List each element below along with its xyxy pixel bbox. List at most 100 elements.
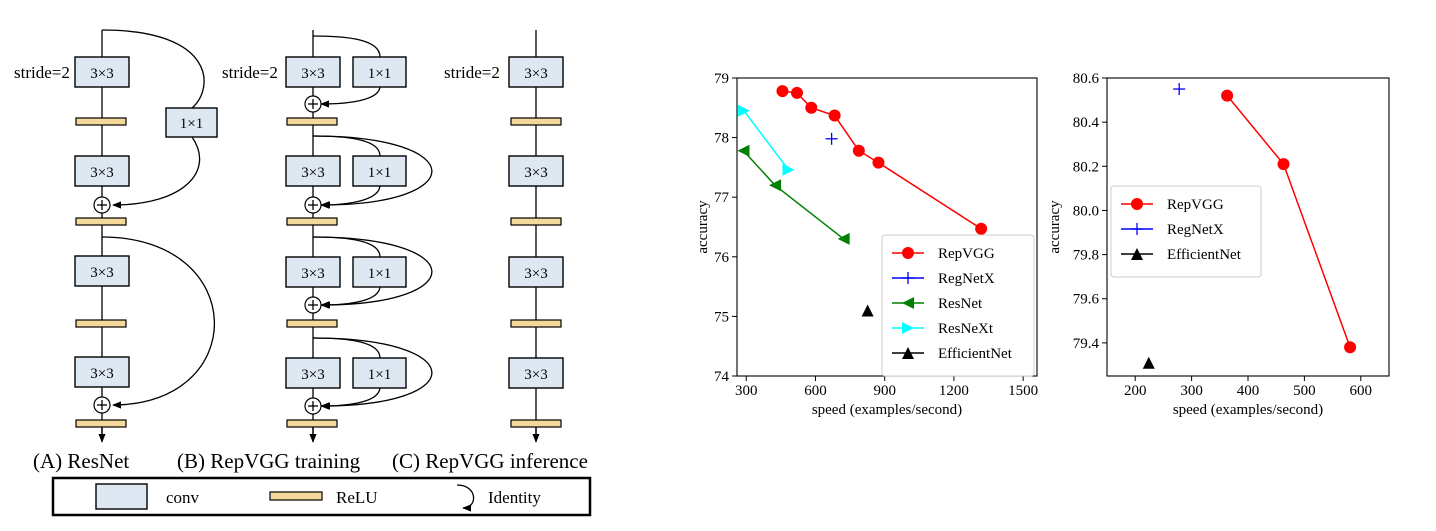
chart1-point-repvgg-4 [852, 144, 865, 157]
chart2-legend-marker-regnetx [1131, 223, 1143, 235]
panel-b-repvgg-training: stride=2 3×3 1×1 3×3 1×1 3×3 1×1 [177, 30, 433, 473]
shortcut-a1-bottom [112, 136, 201, 209]
conv-label-a3: 3×3 [90, 265, 113, 281]
branch-b1 [352, 56, 407, 88]
branch-label-b3: 1×1 [368, 266, 391, 282]
chart1-point-regnetx-0 [825, 132, 838, 145]
chart1-ytick-label-5: 79 [714, 71, 729, 87]
chart1-legend-label-repvgg: RepVGG [938, 246, 995, 262]
branch-label-a1: 1×1 [180, 116, 203, 132]
legend-identity-label: Identity [488, 488, 541, 507]
chart2-xtick-label-3: 500 [1293, 383, 1316, 399]
chart2-legend-label-repvgg: RepVGG [1167, 197, 1224, 213]
chart2-ytick-label-3: 80.0 [1073, 203, 1099, 219]
conv-label-b1: 3×3 [301, 66, 324, 82]
chart2-legend-marker-repvgg [1131, 198, 1143, 210]
chart1-series-repvgg [776, 85, 988, 235]
conv-label-c1: 3×3 [524, 66, 547, 82]
chart1-legend-label-efficientnet: EfficientNet [938, 346, 1013, 362]
chart1-point-efficientnet-0 [861, 304, 874, 317]
chart2-point-repvgg-2 [1344, 341, 1357, 354]
relu-c1 [510, 117, 562, 126]
panel-a-resnet: stride=2 3×3 1×1 3×3 3×3 3×3 (A) ResNet [14, 29, 218, 473]
chart1-point-resnext-0 [737, 104, 750, 117]
chart1-legend-marker-efficientnet [902, 347, 914, 359]
conv-label-a2: 3×3 [90, 165, 113, 181]
chart1-legend: RepVGG RegNetX ResNet ResNeXt EfficientNet [881, 234, 1035, 377]
chart1-xtick-label-1: 600 [804, 383, 827, 399]
legend-relu-label: ReLU [336, 488, 378, 507]
panel-a-title: (A) ResNet [33, 449, 129, 473]
chart2-point-efficientnet-0 [1142, 356, 1155, 369]
chart1-point-repvgg-2 [805, 101, 818, 114]
chart2-point-repvgg-1 [1277, 158, 1290, 171]
chart2-legend-entry-regnetx: RegNetX [1121, 222, 1224, 238]
relu-c3 [510, 319, 562, 328]
chart1-series-efficientnet [861, 304, 874, 317]
conv-label-a4: 3×3 [90, 366, 113, 382]
chart1-point-repvgg-5 [872, 156, 885, 169]
relu-c2 [510, 217, 562, 226]
chart-left: 300 600 900 1200 1500 74 75 76 77 78 79 speed (exam… [695, 71, 1038, 418]
conv-label-c3: 3×3 [524, 266, 547, 282]
conv-label-b3: 3×3 [301, 266, 324, 282]
chart1-ytick-label-2: 76 [714, 250, 730, 266]
relu-b4 [286, 419, 338, 428]
legend-conv-swatch [95, 483, 148, 510]
chart2-ytick-label-5: 80.4 [1073, 115, 1100, 131]
identity-b2 [312, 135, 433, 209]
chart1-ytick-label-1: 75 [714, 309, 729, 325]
conv-a4 [74, 356, 130, 388]
chart1-legend-label-regnetx: RegNetX [938, 271, 995, 287]
chart1-point-repvgg-6 [975, 222, 988, 235]
chart1-xlabel: speed (examples/second) [812, 402, 962, 418]
chart2-xtick-label-4: 600 [1350, 383, 1373, 399]
chart2-xtick-label-1: 300 [1180, 383, 1203, 399]
branch-b2 [352, 155, 407, 187]
conv-label-b2: 3×3 [301, 165, 324, 181]
panel-c-repvgg-inference: stride=2 3×3 3×3 3×3 3×3 (C) RepVGG infe… [392, 30, 588, 473]
branch-b3 [352, 256, 407, 288]
chart1-point-repvgg-3 [828, 109, 841, 122]
chart2-legend-label-regnetx: RegNetX [1167, 222, 1224, 238]
chart1-xtick-label-4: 1500 [1008, 383, 1038, 399]
chart1-legend-entry-repvgg: RepVGG [892, 246, 995, 262]
chart1-line-resnext [743, 110, 790, 171]
chart1-point-repvgg-0 [776, 85, 789, 98]
legend-conv-label: conv [166, 488, 200, 507]
chart2-point-repvgg-0 [1221, 89, 1234, 102]
chart2-legend-label-efficientnet: EfficientNet [1167, 247, 1242, 263]
chart1-point-resnet-2 [837, 232, 850, 245]
diagram-legend: conv ReLU Identity [51, 476, 592, 517]
chart1-ytick-label-4: 78 [714, 131, 729, 147]
chart2-ytick-label-4: 80.2 [1073, 159, 1099, 175]
identity-a2 [101, 236, 216, 409]
chart1-legend-entry-efficientnet: EfficientNet [892, 346, 1013, 362]
chart1-ytick-label-3: 77 [714, 190, 730, 206]
chart2-legend-marker-efficientnet [1131, 248, 1143, 260]
relu-b3 [286, 319, 338, 328]
chart1-legend-entry-resnext: ResNeXt [892, 321, 994, 337]
chart1-legend-marker-repvgg [902, 247, 914, 259]
legend-identity-arrow [456, 484, 475, 512]
chart-right: 200 300 400 500 600 79.4 79.6 79.8 80.0 80.2 80.4 8… [1047, 71, 1390, 418]
conv-a3 [74, 255, 130, 287]
shortcut-a1-top [101, 29, 205, 109]
chart2-series-efficientnet [1142, 356, 1155, 369]
chart1-ylabel: accuracy [695, 200, 711, 254]
stride-label-b: stride=2 [222, 63, 278, 82]
chart2-legend: RepVGG RegNetX EfficientNet [1110, 185, 1262, 278]
chart2-point-regnetx-0 [1173, 83, 1186, 96]
relu-a3 [75, 319, 127, 328]
chart1-xtick-label-2: 900 [873, 383, 896, 399]
conv-c4 [508, 357, 564, 389]
relu-a1 [75, 117, 127, 126]
chart2-xlabel: speed (examples/second) [1173, 402, 1323, 418]
relu-a2 [75, 217, 127, 226]
legend-relu-swatch [269, 491, 323, 501]
conv-a1 [74, 56, 130, 88]
chart1-legend-label-resnext: ResNeXt [938, 321, 994, 337]
chart2-series-repvgg [1221, 89, 1357, 354]
chart1-xtick-label-3: 1200 [939, 383, 969, 399]
chart1-legend-entry-resnet: ResNet [892, 296, 983, 312]
